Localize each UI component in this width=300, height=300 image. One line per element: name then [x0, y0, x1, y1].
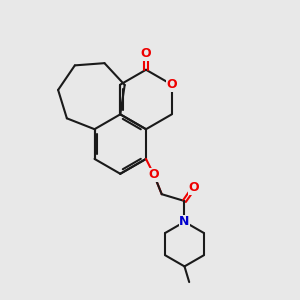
- Text: O: O: [189, 181, 199, 194]
- Text: O: O: [141, 47, 151, 60]
- Text: N: N: [179, 215, 190, 228]
- Text: O: O: [167, 78, 177, 91]
- Text: O: O: [149, 168, 159, 182]
